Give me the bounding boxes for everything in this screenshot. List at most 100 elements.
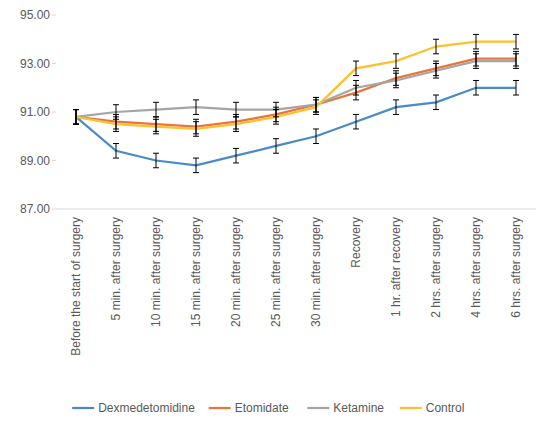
error-stem [356,80,357,95]
x-tick-label: 4 hrs. after surgery [469,217,483,318]
x-tick-label: 1 hr. after recovery [389,217,403,317]
error-cap [153,133,159,134]
error-cap [193,172,199,173]
error-cap [313,97,319,98]
error-cap [273,102,279,103]
error-stem [396,54,397,69]
y-tick-label: 87.00 [20,202,50,216]
x-tick-label: 2 hrs. after surgery [429,217,443,318]
error-cap [513,80,519,81]
error-cap [313,99,319,100]
error-bar [233,117,239,132]
error-cap [433,61,439,62]
error-cap [473,34,479,35]
error-stem [156,119,157,134]
error-stem [116,117,117,132]
y-tick [52,112,56,113]
error-bar [113,105,119,120]
error-cap [513,95,519,96]
error-bar [193,100,199,115]
error-bar [273,110,279,125]
error-cap [353,99,359,100]
error-cap [73,109,79,110]
error-stem [76,110,77,125]
error-bar [73,110,79,125]
error-stem [156,102,157,117]
error-bar [393,100,399,115]
error-cap [233,162,239,163]
x-tick-label: Before the start of surgery [69,217,83,356]
error-cap [393,99,399,100]
series-line [76,42,516,129]
series-line [76,59,516,127]
error-cap [273,109,279,110]
error-bar [313,129,319,144]
error-cap [273,153,279,154]
error-cap [113,116,119,117]
error-bar [473,80,479,95]
error-cap [233,148,239,149]
error-stem [396,100,397,115]
x-tick-label: 6 hrs. after surgery [509,217,523,318]
error-cap [73,124,79,125]
error-cap [273,138,279,139]
error-bar [353,114,359,129]
error-bar [513,34,519,49]
error-cap [193,99,199,100]
legend: DexmedetomidineEtomidateKetamineControl [72,401,464,415]
error-bar [73,110,79,125]
legend-swatch [400,407,422,409]
error-bar [353,80,359,95]
error-cap [393,53,399,54]
error-bar [233,102,239,117]
error-stem [236,148,237,163]
error-cap [113,131,119,132]
error-stem [76,110,77,125]
error-stem [236,102,237,117]
legend-swatch [72,407,94,409]
error-cap [233,102,239,103]
error-cap [233,131,239,132]
error-cap [73,109,79,110]
error-cap [473,68,479,69]
chart: 87.0089.0091.0093.0095.00Before the star… [0,0,538,423]
error-cap [113,143,119,144]
error-cap [353,75,359,76]
error-cap [313,128,319,129]
error-cap [193,114,199,115]
legend-label: Ketamine [333,401,384,415]
error-cap [193,136,199,137]
error-bar [193,122,199,137]
error-bar [513,54,519,69]
error-cap [193,158,199,159]
error-stem [356,114,357,129]
error-cap [433,95,439,96]
error-cap [273,124,279,125]
error-cap [153,102,159,103]
error-bar [73,110,79,125]
y-tick [52,209,56,210]
error-cap [433,109,439,110]
error-cap [513,68,519,69]
error-stem [316,129,317,144]
error-cap [473,51,479,52]
error-bar [233,148,239,163]
x-tick-label: 20 min. after surgery [229,217,243,327]
error-cap [393,87,399,88]
error-cap [473,80,479,81]
error-stem [76,110,77,125]
error-cap [393,114,399,115]
error-cap [393,68,399,69]
error-bar [473,54,479,69]
error-stem [396,73,397,88]
error-stem [476,34,477,49]
error-cap [353,61,359,62]
y-tick [52,15,56,16]
error-stem [436,64,437,79]
y-tick [52,160,56,161]
error-bar [473,34,479,49]
error-stem [116,144,117,159]
error-cap [513,48,519,49]
error-bar [193,158,199,173]
error-cap [433,53,439,54]
